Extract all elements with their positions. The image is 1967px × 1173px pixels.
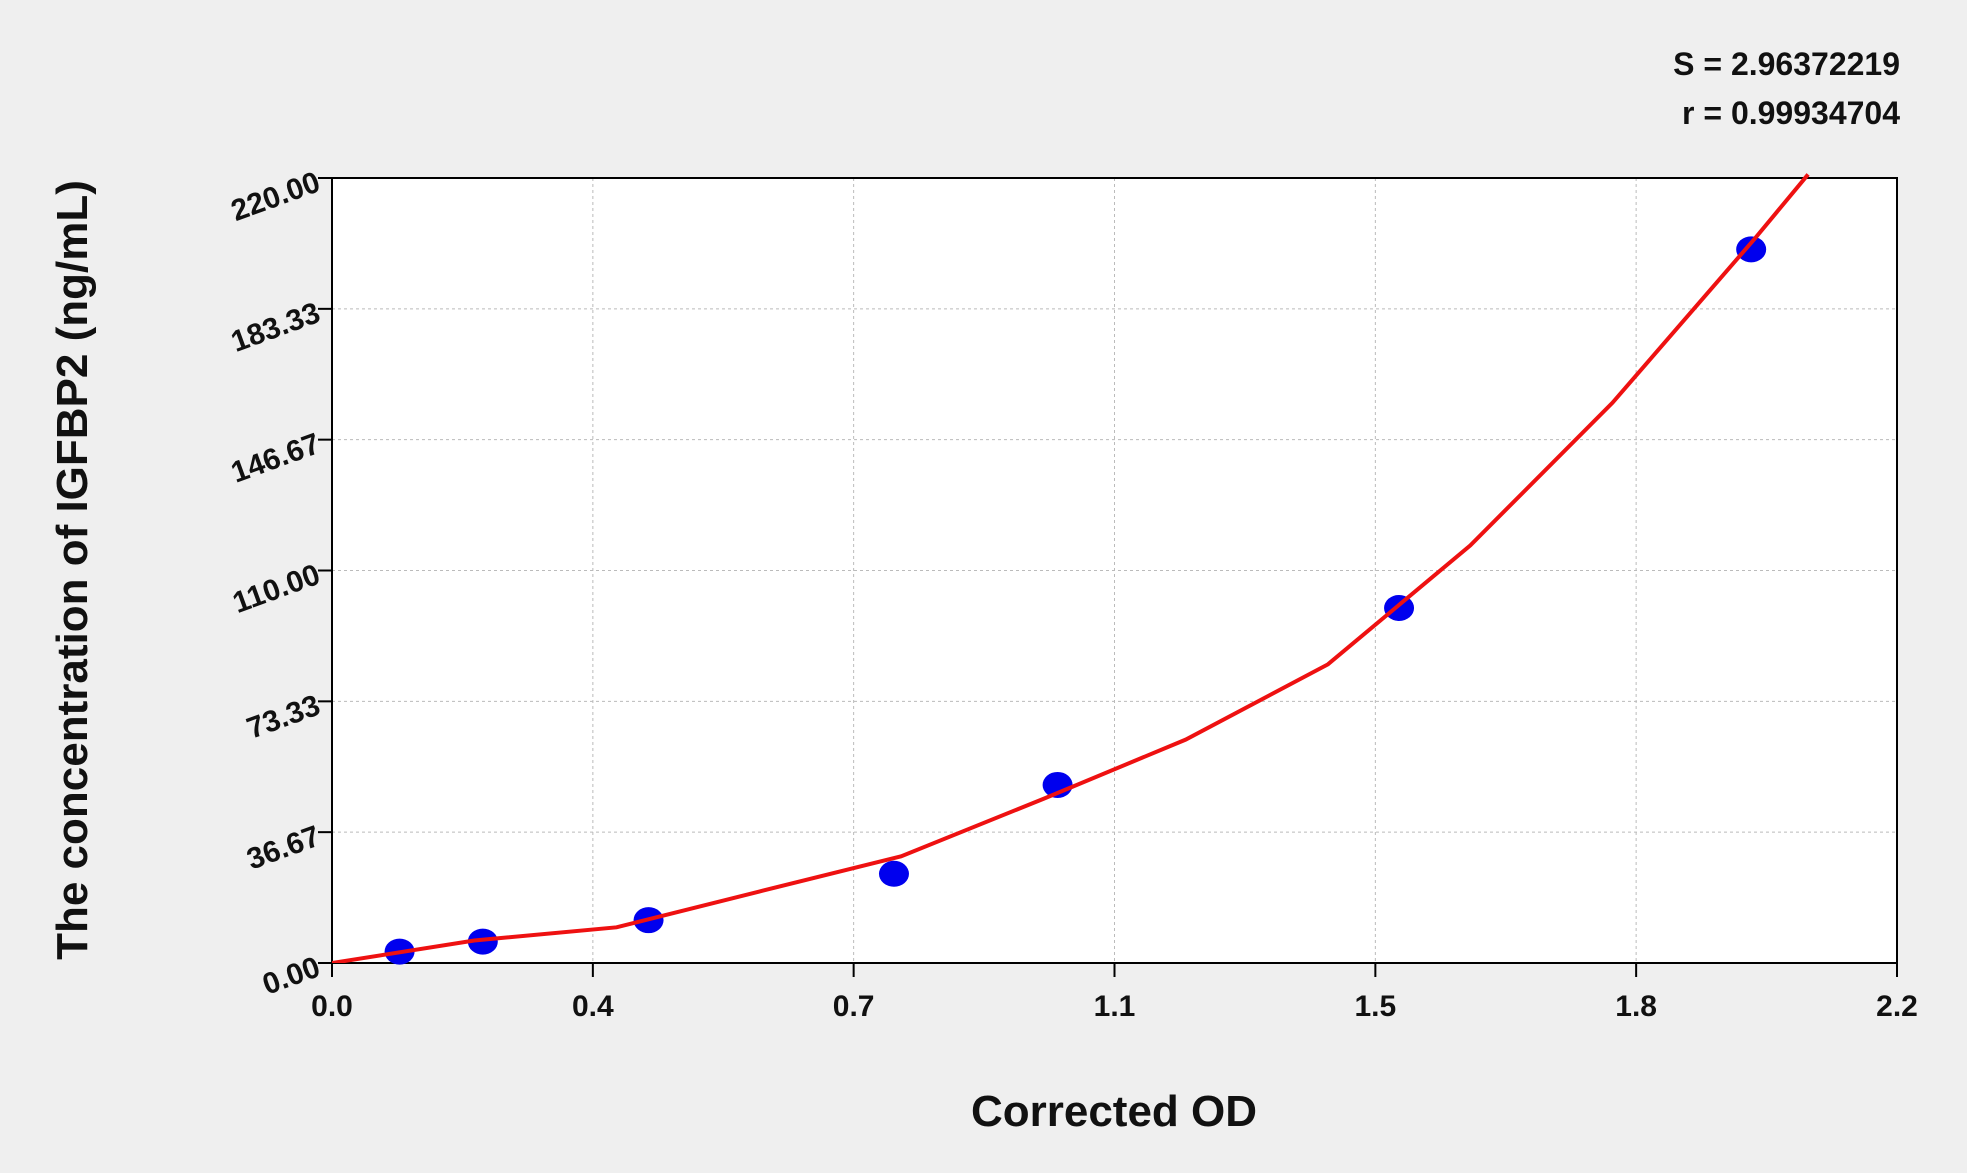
x-tick-label: 0.4 [572, 990, 614, 1023]
y-tick-label: 73.33 [243, 689, 325, 746]
data-point [1384, 594, 1415, 621]
y-tick-label: 183.33 [227, 296, 325, 358]
y-tick-label: 146.67 [227, 427, 325, 489]
annotation: r = 0.99934704 [1682, 95, 1900, 131]
plot-border [331, 177, 1898, 964]
data-point [878, 860, 909, 887]
x-tick-label: 2.2 [1876, 990, 1918, 1023]
x-tick-label: 1.8 [1615, 990, 1657, 1023]
annotation: S = 2.96372219 [1673, 46, 1900, 82]
x-tick-label: 1.1 [1094, 990, 1136, 1023]
x-tick-label: 0.7 [833, 990, 875, 1023]
x-tick-label: 0.0 [311, 990, 353, 1023]
fit-curve [332, 173, 1810, 963]
x-tick-label: 1.5 [1354, 990, 1396, 1023]
y-axis-label: The concentration of IGFBP2 (ng/mL) [48, 180, 97, 960]
y-tick-label: 110.00 [228, 558, 324, 620]
x-axis-label: Corrected OD [971, 1087, 1257, 1136]
y-tick-label: 220.00 [227, 166, 325, 228]
y-tick-label: 36.67 [243, 820, 325, 877]
data-point [1736, 236, 1767, 263]
